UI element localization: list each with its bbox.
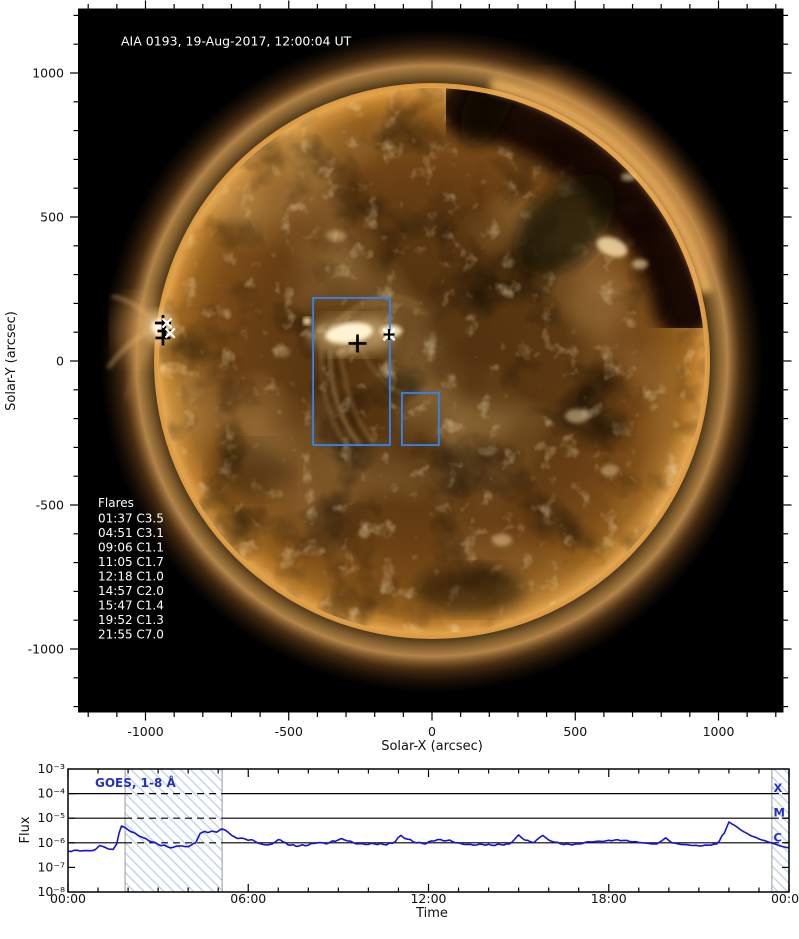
tick-label: 00:00 (771, 891, 799, 906)
tick-label: 10⁻⁴ (37, 786, 65, 801)
flare-list-item: 21:55 C7.0 (98, 628, 164, 642)
flare-list-item: 01:37 C3.5 (98, 512, 164, 526)
goes-plot-frame (67, 768, 790, 893)
tick-label: 10⁻⁸ (37, 884, 65, 899)
tick-label: -1000 (28, 642, 64, 657)
flare-list: Flares 01:37 C3.504:51 C3.109:06 C1.111:… (98, 496, 164, 642)
flare-list-item: 19:52 C1.3 (98, 613, 164, 627)
flare-class-label: M (774, 806, 785, 820)
flare-list-item: 09:06 C1.1 (98, 541, 164, 555)
tick-label: 1000 (703, 724, 735, 739)
marker-arm (161, 317, 173, 329)
tick-label: 10⁻³ (37, 761, 65, 776)
flare-marker-cross (164, 327, 176, 339)
goes-event-bands (124, 769, 789, 892)
solar-axis-ticks (70, 0, 792, 721)
sun-image (100, 29, 764, 693)
flare-list-item: 04:51 C3.1 (98, 526, 164, 540)
flare-class-label: X (774, 781, 783, 795)
coronal-hole (436, 88, 705, 339)
tick-label: -500 (36, 498, 64, 513)
flare-marker-plus (348, 334, 367, 353)
flare-marker-plus (383, 329, 395, 341)
region-box (401, 392, 440, 446)
tick-label: 10⁻⁵ (37, 810, 65, 825)
solar-y-tick-labels: 1000 500 0 -500 -1000 (28, 66, 64, 657)
tick-label: 06:00 (230, 891, 266, 906)
solar-map-title: AIA 0193, 19-Aug-2017, 12:00:04 UT (121, 34, 352, 49)
flare-list-item: 14:57 C2.0 (98, 584, 164, 598)
solar-y-axis-label: Solar-Y (arcsec) (4, 311, 19, 411)
tick-label: -500 (275, 724, 303, 739)
goes-flux-axis-label: Flux (18, 816, 33, 843)
region-box (312, 297, 391, 446)
flare-list-heading: Flares (98, 496, 134, 510)
tick-label: 0 (56, 354, 64, 369)
tick-label: 18:00 (591, 891, 627, 906)
tick-label: 0 (428, 724, 436, 739)
tick-label: 12:00 (410, 891, 446, 906)
flare-class-label: C (774, 830, 782, 844)
event-band (125, 769, 223, 892)
flare-list-item: 15:47 C1.4 (98, 599, 164, 613)
limb-flare (106, 294, 176, 401)
solar-x-axis-label: Solar-X (arcsec) (381, 739, 483, 754)
goes-flux-curve (68, 821, 789, 853)
tick-label: 10⁻⁷ (37, 859, 65, 874)
bright-patches (274, 173, 648, 546)
flare-region-boxes (312, 297, 440, 446)
goes-x-tick-labels: 00:00 06:00 12:00 18:00 00:00 (50, 891, 799, 906)
goes-class-labels: XMC (774, 781, 785, 844)
goes-panel: GOES, 1-8 Å 10⁻³ 10⁻⁴ 10⁻⁵ 10⁻⁶ 10⁻⁷ 10⁻⁸ 00:… (18, 761, 799, 921)
goes-y-tick-labels: 10⁻³ 10⁻⁴ 10⁻⁵ 10⁻⁶ 10⁻⁷ 10⁻⁸ (37, 761, 65, 899)
event-band (771, 769, 789, 892)
flare-list-item: 12:18 C1.0 (98, 570, 164, 584)
tick-label: 00:00 (50, 891, 86, 906)
solar-map-panel: -1000 -500 0 500 1000 1000 500 0 -500 -1000 AIA … (4, 0, 792, 754)
flare-position-markers (154, 314, 396, 353)
tick-label: 500 (40, 210, 64, 225)
flare-marker-cross (161, 317, 173, 329)
solar-x-tick-labels: -1000 -500 0 500 1000 (127, 724, 734, 739)
tick-label: 500 (563, 724, 587, 739)
tick-label: 10⁻⁶ (37, 835, 65, 850)
goes-series-label: GOES, 1-8 Å (95, 775, 176, 790)
flare-marker-plus (155, 330, 171, 346)
flare-list-item: 11:05 C1.7 (98, 555, 164, 569)
tick-label: 1000 (32, 66, 64, 81)
tick-label: -1000 (127, 724, 163, 739)
goes-time-axis-label: Time (415, 906, 448, 921)
marker-arm (164, 327, 176, 339)
